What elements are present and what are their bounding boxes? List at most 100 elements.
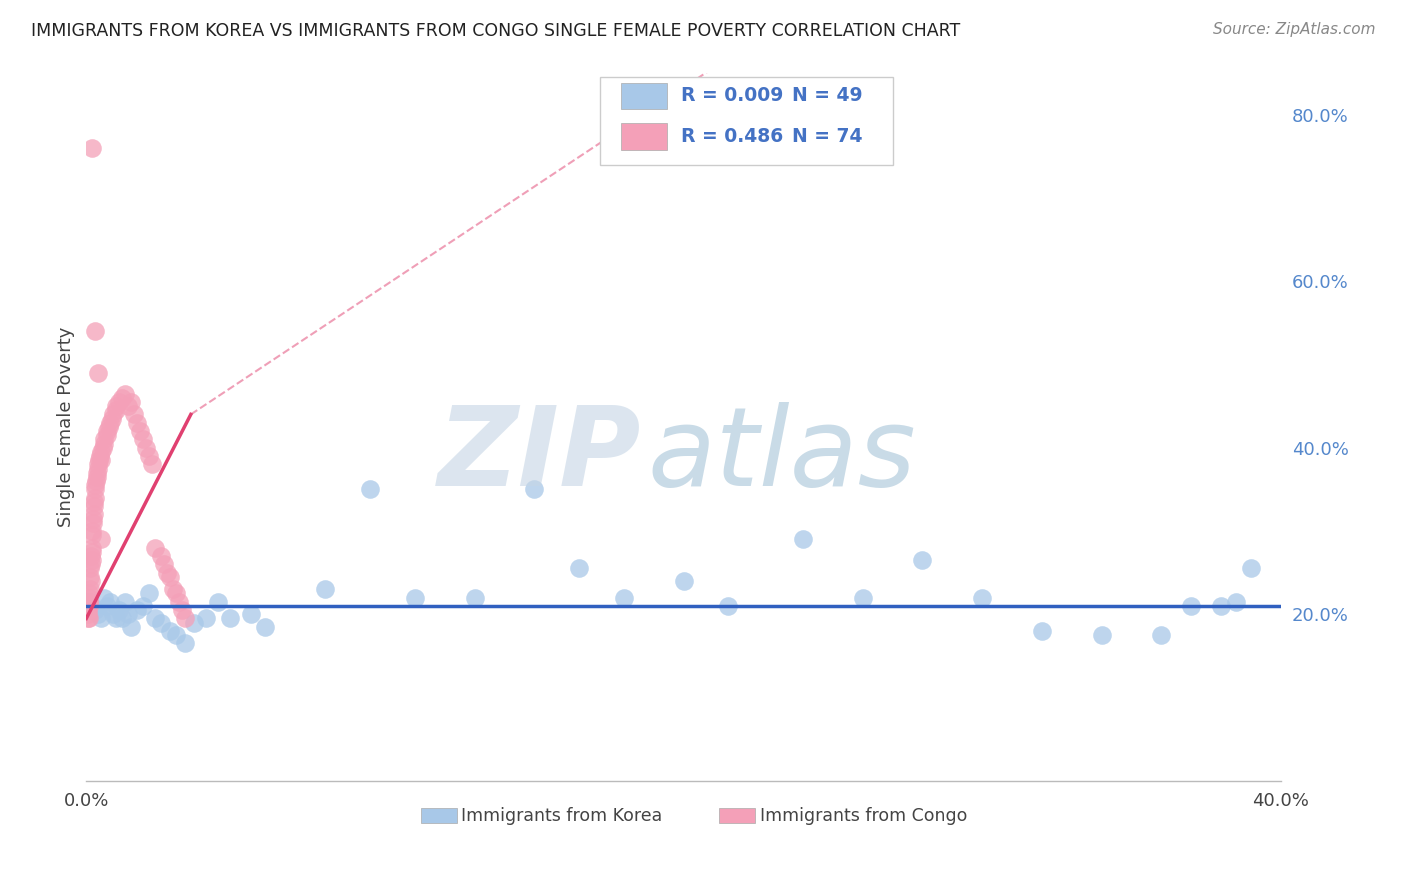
- Point: [523, 483, 546, 497]
- Point: [143, 541, 166, 555]
- Point: [105, 399, 128, 413]
- Point: [98, 595, 121, 609]
- Point: [77, 607, 100, 622]
- Text: atlas: atlas: [648, 401, 917, 508]
- Point: [207, 595, 229, 609]
- Point: [132, 433, 155, 447]
- Point: [87, 607, 110, 622]
- Point: [159, 570, 181, 584]
- Point: [77, 611, 100, 625]
- Point: [792, 533, 814, 547]
- Point: [132, 599, 155, 613]
- Point: [162, 582, 184, 597]
- Point: [108, 395, 131, 409]
- Point: [111, 391, 134, 405]
- Text: IMMIGRANTS FROM KOREA VS IMMIGRANTS FROM CONGO SINGLE FEMALE POVERTY CORRELATION: IMMIGRANTS FROM KOREA VS IMMIGRANTS FROM…: [31, 22, 960, 40]
- Point: [359, 483, 381, 497]
- Point: [153, 558, 176, 572]
- Bar: [621, 83, 666, 110]
- Point: [77, 595, 100, 609]
- Text: R = 0.486: R = 0.486: [681, 128, 783, 146]
- Point: [84, 478, 107, 492]
- Point: [83, 499, 105, 513]
- Point: [1209, 599, 1232, 613]
- Point: [165, 586, 187, 600]
- Point: [77, 599, 100, 613]
- Point: [239, 607, 262, 622]
- Point: [84, 603, 107, 617]
- Point: [1091, 628, 1114, 642]
- Point: [114, 595, 136, 609]
- Point: [82, 599, 104, 613]
- Text: N = 74: N = 74: [792, 128, 863, 146]
- Text: Source: ZipAtlas.com: Source: ZipAtlas.com: [1212, 22, 1375, 37]
- Point: [83, 508, 105, 522]
- Point: [125, 603, 148, 617]
- Text: Immigrants from Congo: Immigrants from Congo: [761, 806, 967, 824]
- Point: [96, 428, 118, 442]
- Point: [108, 603, 131, 617]
- Point: [613, 591, 636, 605]
- Point: [463, 591, 485, 605]
- Point: [96, 424, 118, 438]
- Point: [77, 586, 100, 600]
- Y-axis label: Single Female Poverty: Single Female Poverty: [58, 326, 75, 527]
- Bar: [720, 808, 755, 823]
- Point: [79, 561, 101, 575]
- Text: Immigrants from Korea: Immigrants from Korea: [461, 806, 662, 824]
- Point: [173, 611, 195, 625]
- Point: [141, 458, 163, 472]
- Point: [77, 603, 100, 617]
- Point: [149, 549, 172, 563]
- Point: [101, 408, 124, 422]
- Point: [105, 403, 128, 417]
- Point: [194, 611, 217, 625]
- Point: [111, 611, 134, 625]
- Point: [87, 461, 110, 475]
- Point: [170, 603, 193, 617]
- Point: [314, 582, 336, 597]
- Point: [82, 516, 104, 530]
- Point: [218, 611, 240, 625]
- Point: [77, 591, 100, 605]
- Point: [672, 574, 695, 588]
- Point: [83, 495, 105, 509]
- Point: [82, 528, 104, 542]
- Point: [105, 611, 128, 625]
- Point: [911, 553, 934, 567]
- Point: [167, 595, 190, 609]
- Point: [91, 441, 114, 455]
- Point: [138, 586, 160, 600]
- Point: [84, 491, 107, 505]
- Point: [117, 607, 139, 622]
- Point: [80, 545, 103, 559]
- Point: [165, 628, 187, 642]
- Point: [80, 553, 103, 567]
- Point: [90, 611, 112, 625]
- Point: [93, 436, 115, 450]
- Point: [143, 611, 166, 625]
- Point: [76, 611, 98, 625]
- Point: [117, 399, 139, 413]
- Point: [1240, 561, 1263, 575]
- Point: [80, 558, 103, 572]
- Point: [149, 615, 172, 630]
- Point: [183, 615, 205, 630]
- Point: [79, 570, 101, 584]
- Point: [84, 483, 107, 497]
- Point: [120, 620, 142, 634]
- Point: [122, 408, 145, 422]
- Text: N = 49: N = 49: [792, 87, 863, 105]
- Point: [135, 441, 157, 455]
- Point: [89, 449, 111, 463]
- Point: [114, 386, 136, 401]
- Point: [84, 474, 107, 488]
- Point: [101, 607, 124, 622]
- Point: [89, 453, 111, 467]
- FancyBboxPatch shape: [600, 77, 893, 165]
- Point: [79, 582, 101, 597]
- Point: [972, 591, 994, 605]
- Point: [1225, 595, 1247, 609]
- Point: [1180, 599, 1202, 613]
- Point: [82, 141, 104, 155]
